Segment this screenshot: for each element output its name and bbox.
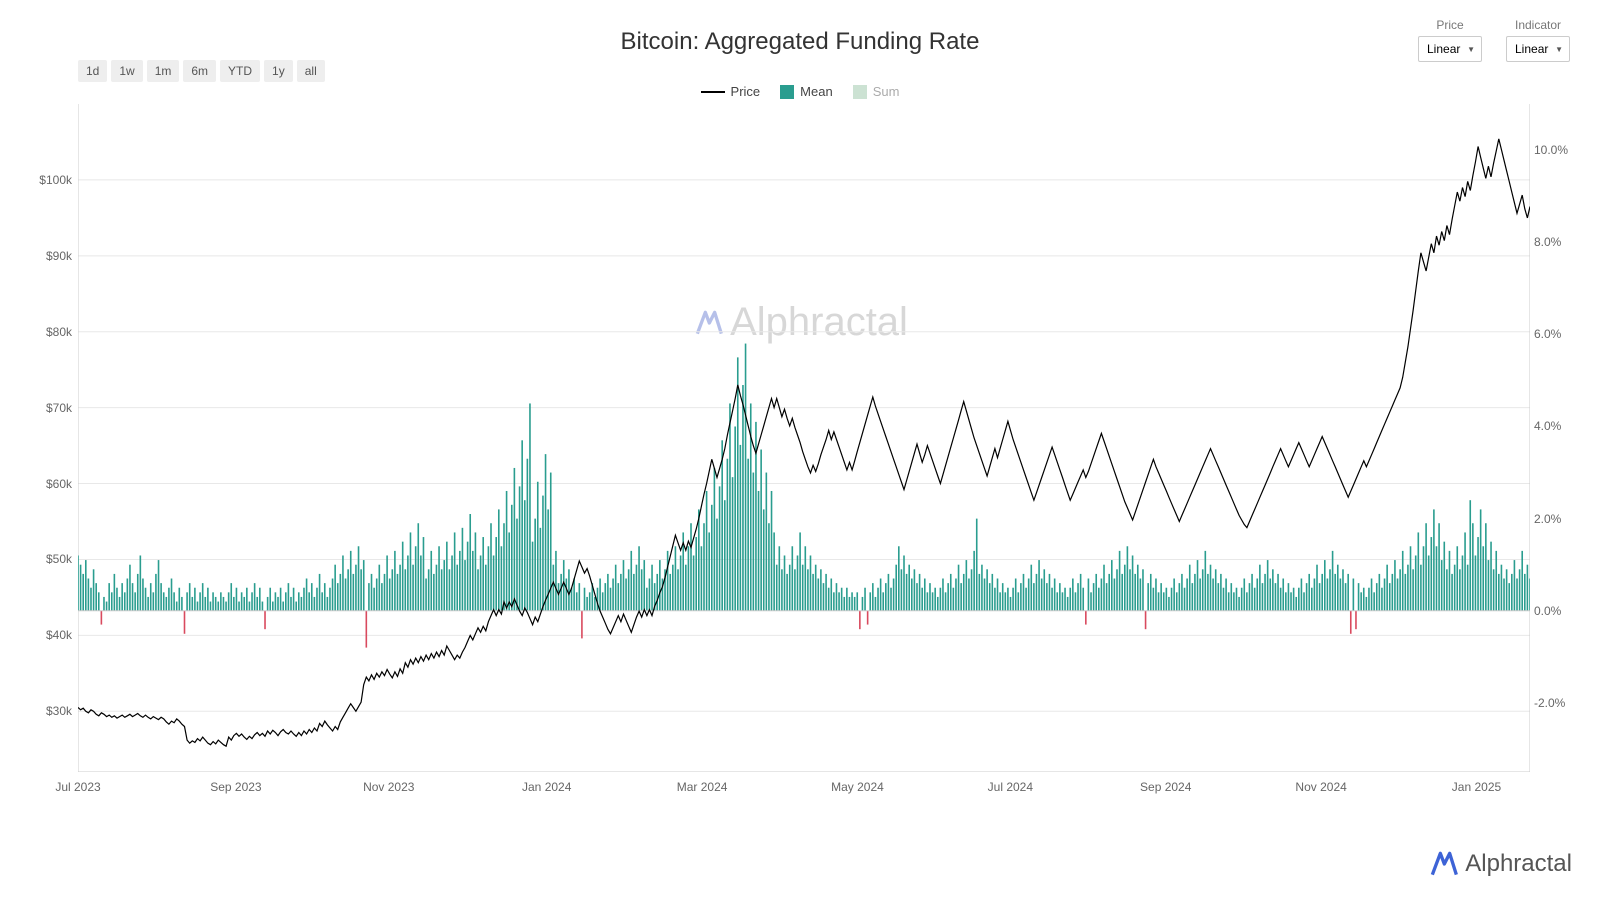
legend-price-swatch	[701, 91, 725, 93]
range-btn-all[interactable]: all	[297, 60, 325, 82]
legend-sum-label: Sum	[873, 84, 900, 99]
x-axis-label: Mar 2024	[677, 780, 728, 794]
x-axis-label: Jul 2024	[988, 780, 1033, 794]
y-left-axis-label: $60k	[28, 477, 72, 491]
price-scale-select[interactable]: Linear	[1418, 36, 1482, 62]
legend-price[interactable]: Price	[701, 84, 761, 99]
y-right-axis-label: 8.0%	[1534, 235, 1578, 249]
x-axis-label: Jan 2024	[522, 780, 571, 794]
x-axis-label: Jan 2025	[1452, 780, 1501, 794]
x-axis-label: Sep 2024	[1140, 780, 1191, 794]
x-axis-label: Sep 2023	[210, 780, 261, 794]
range-btn-YTD[interactable]: YTD	[220, 60, 260, 82]
y-left-axis-label: $90k	[28, 249, 72, 263]
range-btn-6m[interactable]: 6m	[183, 60, 216, 82]
range-btn-1d[interactable]: 1d	[78, 60, 107, 82]
x-axis-label: May 2024	[831, 780, 884, 794]
legend-mean-label: Mean	[800, 84, 833, 99]
legend-mean-swatch	[780, 85, 794, 99]
indicator-scale-value: Linear	[1515, 42, 1548, 56]
brand-logo-icon	[1427, 848, 1459, 880]
brand-text: Alphractal	[1465, 850, 1572, 878]
chart-area[interactable]: Jul 2023Sep 2023Nov 2023Jan 2024Mar 2024…	[78, 104, 1530, 772]
range-btn-1w[interactable]: 1w	[111, 60, 142, 82]
y-right-axis-label: -2.0%	[1534, 696, 1578, 710]
range-button-group: 1d1w1m6mYTD1yall	[78, 60, 329, 82]
price-scale-value: Linear	[1427, 42, 1460, 56]
legend-mean[interactable]: Mean	[780, 84, 833, 99]
x-axis-label: Nov 2024	[1295, 780, 1346, 794]
y-left-axis-label: $30k	[28, 704, 72, 718]
y-left-axis-label: $100k	[28, 173, 72, 187]
brand-footer: Alphractal	[1427, 848, 1572, 880]
legend: Price Mean Sum	[0, 84, 1600, 99]
y-right-axis-label: 10.0%	[1534, 143, 1578, 157]
y-right-axis-label: 4.0%	[1534, 419, 1578, 433]
legend-sum-swatch	[853, 85, 867, 99]
chart-svg	[78, 104, 1530, 772]
y-right-axis-label: 6.0%	[1534, 327, 1578, 341]
scale-selectors: Price Linear Indicator Linear	[1418, 18, 1570, 62]
chart-title: Bitcoin: Aggregated Funding Rate	[621, 28, 980, 56]
price-select-label: Price	[1436, 18, 1463, 32]
y-left-axis-label: $50k	[28, 552, 72, 566]
range-btn-1m[interactable]: 1m	[147, 60, 180, 82]
x-axis-label: Jul 2023	[55, 780, 100, 794]
y-right-axis-label: 2.0%	[1534, 512, 1578, 526]
indicator-scale-select[interactable]: Linear	[1506, 36, 1570, 62]
range-btn-1y[interactable]: 1y	[264, 60, 293, 82]
legend-price-label: Price	[731, 84, 761, 99]
x-axis-label: Nov 2023	[363, 780, 414, 794]
y-left-axis-label: $80k	[28, 325, 72, 339]
y-right-axis-label: 0.0%	[1534, 604, 1578, 618]
y-left-axis-label: $70k	[28, 401, 72, 415]
legend-sum[interactable]: Sum	[853, 84, 900, 99]
indicator-select-label: Indicator	[1515, 18, 1561, 32]
y-left-axis-label: $40k	[28, 628, 72, 642]
